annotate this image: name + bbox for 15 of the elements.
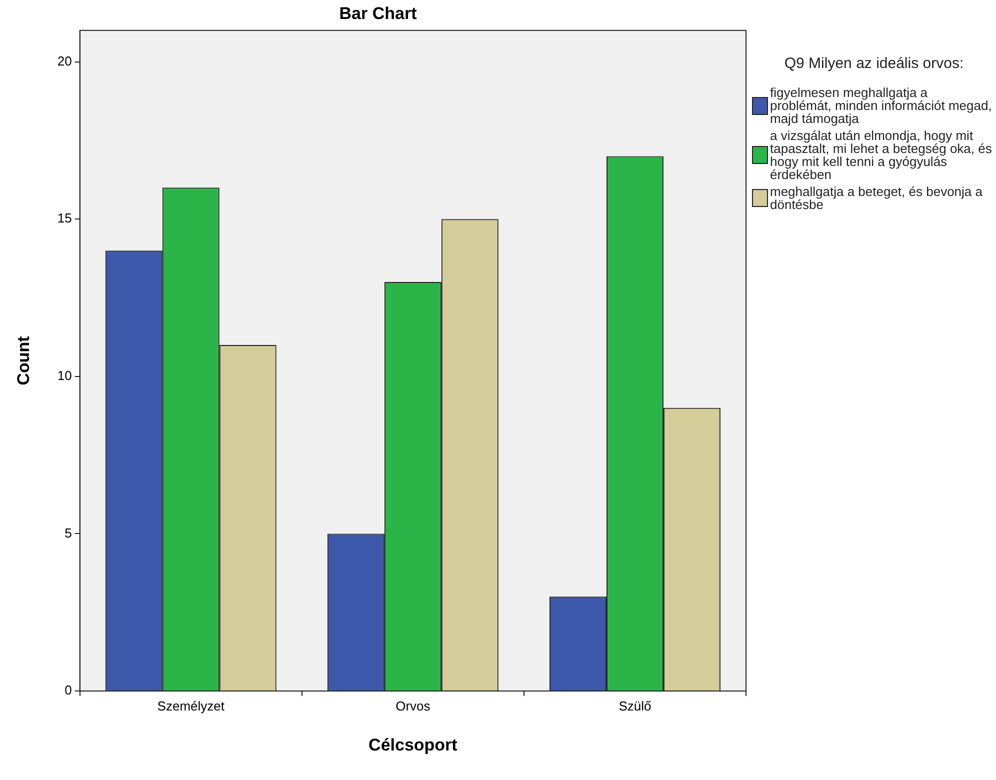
chart-title: Bar Chart xyxy=(339,4,418,23)
legend-title: Q9 Milyen az ideális orvos: xyxy=(783,55,965,72)
legend-label: figyelmesen meghallgatja a problémát, minden információt megad, majd támogatja xyxy=(770,85,992,126)
x-tick-label: Szülő xyxy=(618,698,652,714)
legend-label: a vizsgálat után elmondja, hogy mit tapasztalt, mi lehet a betegség oka, és hogy mit kell tenni a gyógyulás érdekében xyxy=(770,128,992,182)
y-axis-title: Count xyxy=(14,336,33,386)
legend-label: meghallgatja a beteget, és bevonja a döntésbe xyxy=(770,184,984,212)
x-axis-title: Célcsoport xyxy=(368,735,458,754)
y-tick-label: 10 xyxy=(57,368,72,384)
y-tick-label: 5 xyxy=(64,525,72,540)
x-tick-label: Személyzet xyxy=(157,698,225,714)
y-tick-label: 0 xyxy=(64,682,72,698)
x-tick-label: Orvos xyxy=(396,698,431,714)
y-tick-label: 20 xyxy=(57,53,72,68)
y-tick-label: 15 xyxy=(57,210,72,226)
